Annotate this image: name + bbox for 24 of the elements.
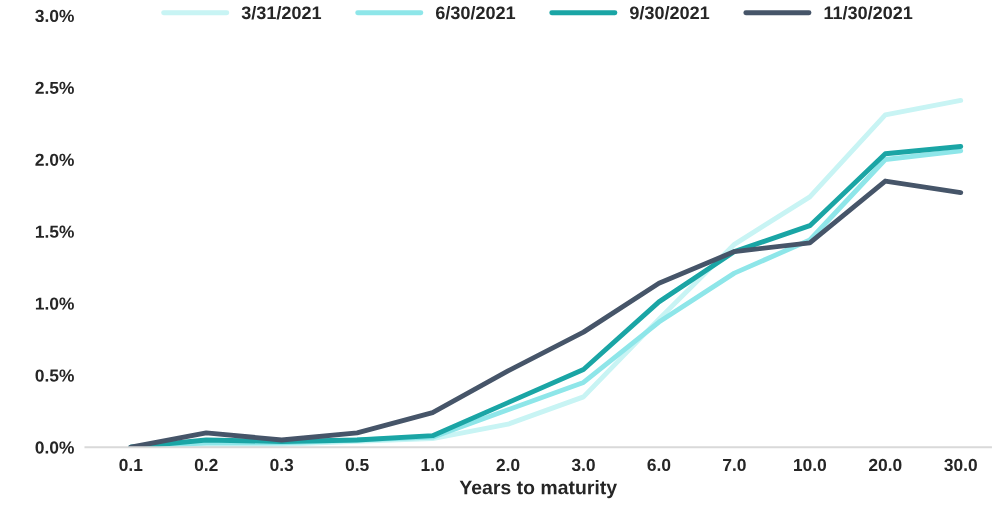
x-tick-label: 0.1 <box>119 458 143 472</box>
x-tick-label: 20.0 <box>868 458 902 472</box>
y-tick-label: 2.5% <box>35 81 74 94</box>
legend-label: 11/30/2021 <box>824 5 913 20</box>
legend-label: 9/30/2021 <box>630 5 710 20</box>
x-tick-label: 0.5 <box>345 458 369 472</box>
x-tick-label: 2.0 <box>496 458 520 472</box>
x-tick-label: 1.0 <box>421 458 444 472</box>
x-tick-label: 0.2 <box>194 458 218 472</box>
legend-label: 3/31/2021 <box>241 5 322 20</box>
x-tick-label: 10.0 <box>794 458 827 472</box>
y-tick-label: 0.0% <box>35 441 74 454</box>
x-tick-label: 7.0 <box>723 458 746 472</box>
y-tick-label: 3.0% <box>35 9 74 23</box>
y-tick-label: 2.0% <box>35 153 74 166</box>
y-tick-label: 1.5% <box>35 225 74 238</box>
x-tick-label: 30.0 <box>944 458 977 472</box>
legend-label: 6/30/2021 <box>435 5 516 20</box>
x-tick-label: 6.0 <box>647 458 671 472</box>
x-tick-label: 3.0 <box>571 458 595 472</box>
y-tick-label: 1.0% <box>35 297 74 310</box>
x-axis-title: Years to maturity <box>459 480 617 499</box>
y-tick-label: 0.5% <box>35 369 74 382</box>
x-tick-label: 0.3 <box>270 458 294 472</box>
